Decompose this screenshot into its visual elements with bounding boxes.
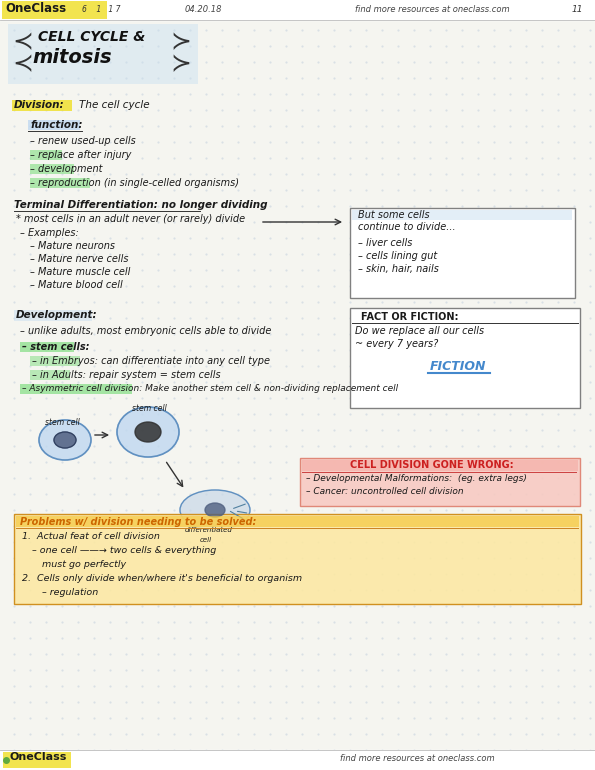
Text: 04.20.18: 04.20.18 [185, 5, 223, 14]
FancyBboxPatch shape [350, 308, 580, 408]
Text: – renew used-up cells: – renew used-up cells [30, 136, 136, 146]
Text: – cells lining gut: – cells lining gut [358, 251, 437, 261]
Text: mitosis: mitosis [32, 48, 112, 67]
Text: – replace after injury: – replace after injury [30, 150, 131, 160]
Text: find more resources at oneclass.com: find more resources at oneclass.com [340, 754, 494, 763]
Text: cell: cell [200, 537, 212, 543]
Bar [28, 120, 80, 130]
Text: – in Embryos: can differentiate into any cell type: – in Embryos: can differentiate into any… [32, 356, 270, 366]
Text: – skin, hair, nails: – skin, hair, nails [358, 264, 439, 274]
Text: CELL CYCLE &: CELL CYCLE & [38, 30, 145, 44]
Bar [30, 178, 90, 188]
Bar [20, 342, 74, 352]
Text: 6    1   1 7: 6 1 1 7 [82, 5, 121, 14]
Bar [20, 384, 132, 394]
Bar [300, 458, 580, 506]
Bar [12, 100, 72, 111]
FancyBboxPatch shape [350, 208, 575, 298]
Text: 2.  Cells only divide when/where it's beneficial to organism: 2. Cells only divide when/where it's ben… [22, 574, 302, 583]
Bar [300, 458, 580, 506]
Bar [352, 210, 572, 220]
Ellipse shape [180, 490, 250, 530]
Text: function:: function: [30, 120, 83, 130]
Text: ≺: ≺ [12, 52, 33, 76]
Text: FICTION: FICTION [430, 360, 487, 373]
Text: ≺: ≺ [12, 30, 33, 54]
Ellipse shape [117, 407, 179, 457]
Text: OneClass: OneClass [5, 2, 66, 15]
Text: OneClass: OneClass [10, 752, 67, 762]
Text: CELL DIVISION GONE WRONG:: CELL DIVISION GONE WRONG: [350, 460, 513, 470]
Text: Do we replace all our cells: Do we replace all our cells [355, 326, 484, 336]
Text: differentiated: differentiated [185, 527, 233, 533]
Text: But some cells: But some cells [358, 210, 430, 220]
Text: stem cell: stem cell [132, 404, 167, 413]
Bar [3, 752, 71, 768]
Text: 1.  Actual feat of cell division: 1. Actual feat of cell division [22, 532, 160, 541]
Text: find more resources at oneclass.com: find more resources at oneclass.com [355, 5, 510, 14]
Bar [14, 514, 581, 604]
Text: continue to divide...: continue to divide... [358, 222, 456, 232]
Bar [302, 460, 578, 471]
Bar [30, 356, 80, 366]
Bar [8, 24, 198, 84]
Bar [2, 1, 107, 19]
Bar [0, 750, 595, 770]
Text: Problems w/ division needing to be solved:: Problems w/ division needing to be solve… [20, 517, 256, 527]
Text: – reproduction (in single-celled organisms): – reproduction (in single-celled organis… [30, 178, 239, 188]
Text: Division:: Division: [14, 100, 65, 110]
Text: – stem cells:: – stem cells: [22, 342, 89, 352]
Bar [14, 514, 581, 604]
Text: Development:: Development: [16, 310, 98, 320]
Text: – Examples:: – Examples: [20, 228, 79, 238]
Text: – development: – development [30, 164, 102, 174]
Ellipse shape [135, 422, 161, 442]
Bar [0, 0, 595, 20]
Text: – unlike adults, most embryonic cells able to divide: – unlike adults, most embryonic cells ab… [20, 326, 271, 336]
Text: Terminal Differentiation: no longer dividing: Terminal Differentiation: no longer divi… [14, 200, 268, 210]
Ellipse shape [39, 420, 91, 460]
Text: ~ every 7 years?: ~ every 7 years? [355, 339, 439, 349]
Bar [30, 370, 70, 380]
Text: – Mature muscle cell: – Mature muscle cell [30, 267, 130, 277]
Bar [30, 164, 74, 174]
Text: ≻: ≻ [170, 52, 191, 76]
Text: The cell cycle: The cell cycle [79, 100, 149, 110]
Ellipse shape [205, 503, 225, 517]
Ellipse shape [54, 432, 76, 448]
Text: stem cell: stem cell [45, 418, 80, 427]
Bar [14, 310, 92, 321]
Text: – liver cells: – liver cells [358, 238, 412, 248]
Text: * most cells in an adult never (or rarely) divide: * most cells in an adult never (or rarel… [16, 214, 245, 224]
Text: – Mature blood cell: – Mature blood cell [30, 280, 123, 290]
Text: – Mature nerve cells: – Mature nerve cells [30, 254, 129, 264]
Text: – regulation: – regulation [42, 588, 98, 597]
Text: ≻: ≻ [170, 30, 191, 54]
Text: – one cell ——→ two cells & everything: – one cell ——→ two cells & everything [32, 546, 216, 555]
Text: – in Adults: repair system = stem cells: – in Adults: repair system = stem cells [32, 370, 221, 380]
Bar [16, 516, 579, 527]
Text: – Cancer: uncontrolled cell division: – Cancer: uncontrolled cell division [306, 487, 464, 496]
Text: 11: 11 [572, 5, 583, 14]
Text: – Mature neurons: – Mature neurons [30, 241, 115, 251]
Text: – Asymmetric cell division: Make another stem cell & non-dividing replacement ce: – Asymmetric cell division: Make another… [22, 384, 398, 393]
Text: – Developmental Malformations:  (eg. extra legs): – Developmental Malformations: (eg. extr… [306, 474, 527, 483]
Text: FACT OR FICTION:: FACT OR FICTION: [361, 312, 459, 322]
Text: must go perfectly: must go perfectly [42, 560, 126, 569]
Bar [30, 150, 62, 160]
